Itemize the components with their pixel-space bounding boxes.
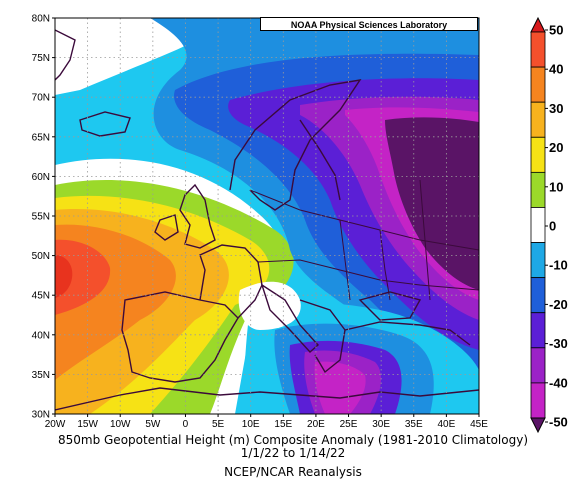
lat-label: 55N xyxy=(32,212,50,223)
anomaly-field xyxy=(55,18,479,414)
graticule xyxy=(55,18,479,414)
latitude-labels: 80N 75N 70N 65N 60N 55N 50N 45N 40N 35N 30N xyxy=(32,14,55,421)
colorbar-segment xyxy=(530,312,546,349)
lon-label: 15W xyxy=(77,419,98,430)
lon-label: 0 xyxy=(183,419,189,430)
colorbar-segment xyxy=(530,207,546,243)
credit-label: NOAA Physical Sciences Laboratory xyxy=(260,17,478,31)
colorbar-segment xyxy=(530,31,546,68)
colorbar-labels: 50 40 30 20 10 0 -10 -20 -30 -40 -50 xyxy=(545,23,568,430)
colorbar-label: -30 xyxy=(549,336,568,351)
coastlines xyxy=(55,29,479,411)
lat-label: 70N xyxy=(32,93,50,104)
longitude-labels: 20W 15W 10W 5W 0 5E 10E 15E 20E 25E 30E 35E 40E 45E xyxy=(45,414,488,430)
lon-label: 5W xyxy=(145,419,161,430)
colorbar-label: 40 xyxy=(549,62,563,77)
colorbar-segment xyxy=(530,101,546,138)
lon-label: 20W xyxy=(45,419,66,430)
lat-label: 50N xyxy=(32,251,50,262)
lat-label: 75N xyxy=(32,53,50,64)
colorbar-bottom-arrow xyxy=(530,417,546,434)
colorbar-label: 20 xyxy=(549,140,563,155)
colorbar-label: 0 xyxy=(549,219,556,234)
lon-label: 45E xyxy=(470,419,488,430)
colorbar-label: 30 xyxy=(549,101,563,116)
colorbar xyxy=(530,16,546,434)
lat-label: 65N xyxy=(32,132,50,143)
lon-label: 10E xyxy=(242,419,260,430)
colorbar-top-arrow xyxy=(530,16,546,33)
lon-label: 40E xyxy=(437,419,455,430)
lat-label: 35N xyxy=(32,370,50,381)
caption-dates: 1/1/22 to 1/14/22 xyxy=(240,446,346,460)
colorbar-segment xyxy=(530,66,546,103)
colorbar-label: -20 xyxy=(549,297,568,312)
colorbar-segment xyxy=(530,347,546,384)
colorbar-segment xyxy=(530,242,546,279)
colorbar-segment xyxy=(530,277,546,314)
colorbar-label: -10 xyxy=(549,258,568,273)
caption-source: NCEP/NCAR Reanalysis xyxy=(224,465,362,479)
colorbar-segment xyxy=(530,136,546,173)
caption-title: 850mb Geopotential Height (m) Composite … xyxy=(57,433,528,447)
lon-label: 35E xyxy=(405,419,423,430)
lon-label: 20E xyxy=(307,419,325,430)
lon-label: 25E xyxy=(340,419,358,430)
lat-label: 40N xyxy=(32,330,50,341)
lat-label: 45N xyxy=(32,291,50,302)
colorbar-label: -50 xyxy=(549,415,568,430)
lon-label: 15E xyxy=(274,419,292,430)
lat-label: 30N xyxy=(32,410,50,421)
lon-label: 30E xyxy=(372,419,390,430)
lon-label: 5E xyxy=(212,419,225,430)
colorbar-segment xyxy=(530,171,546,208)
colorbar-label: -40 xyxy=(549,375,568,390)
colorbar-label: 10 xyxy=(549,179,563,194)
lat-label: 60N xyxy=(32,172,50,183)
colorbar-segment xyxy=(530,382,546,419)
lat-label: 80N xyxy=(32,14,50,25)
lon-label: 10W xyxy=(110,419,131,430)
colorbar-label: 50 xyxy=(549,23,563,38)
